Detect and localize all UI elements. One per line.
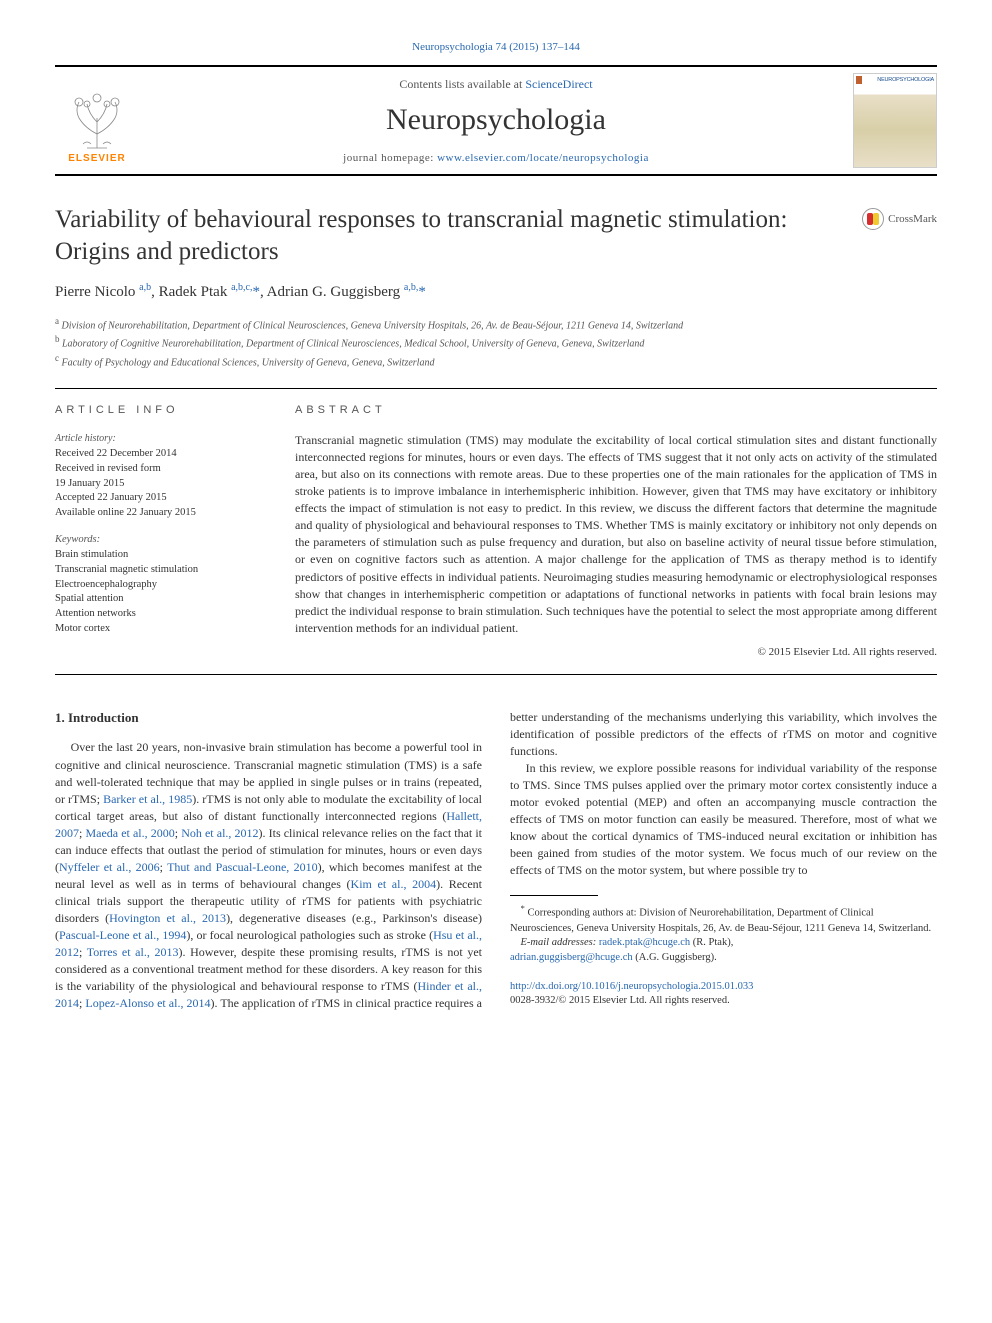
text: ; [79,945,87,959]
keyword: Electroencephalography [55,578,257,593]
issn-copyright: 0028-3932/© 2015 Elsevier Ltd. All right… [510,994,937,1009]
crossmark-icon [862,208,884,230]
keyword: Transcranial magnetic stimulation [55,563,257,578]
history-label: Article history: [55,432,257,446]
author-2: Radek Ptak [159,284,232,300]
author-3-corr[interactable]: * [418,284,426,300]
history-received: Received 22 December 2014 [55,447,257,462]
doi-block: http://dx.doi.org/10.1016/j.neuropsychol… [510,980,937,1009]
email-who-2: (A.G. Guggisberg). [633,952,717,963]
abstract-label: ABSTRACT [295,403,937,418]
citation-link[interactable]: Thut and Pascual-Leone, 2010 [167,860,318,874]
contents-prefix: Contents lists available at [399,77,525,91]
corr-sup: * [521,903,525,913]
history-revised-a: Received in revised form [55,462,257,477]
footnote-rule [510,895,598,896]
crossmark-badge[interactable]: CrossMark [862,208,937,230]
email-label: E-mail addresses: [521,937,599,948]
homepage-prefix: journal homepage: [343,152,437,164]
journal-cover-thumbnail: NEUROPSYCHOLOGIA [853,73,937,168]
author-2-aff[interactable]: a,b,c, [231,282,252,293]
email-link-1[interactable]: radek.ptak@hcuge.ch [599,937,690,948]
citation-link[interactable]: Kim et al., 2004 [351,877,437,891]
journal-name: Neuropsychologia [139,99,853,141]
rule [55,674,937,675]
elsevier-wordmark: ELSEVIER [68,152,125,166]
intro-paragraph-2: In this review, we explore possible reas… [510,760,937,879]
cover-title: NEUROPSYCHOLOGIA [877,77,934,85]
history-accepted: Accepted 22 January 2015 [55,491,257,506]
sciencedirect-link[interactable]: ScienceDirect [525,77,592,91]
author-list: Pierre Nicolo a,b, Radek Ptak a,b,c,*, A… [55,281,937,303]
author-1-aff[interactable]: a,b [139,282,151,293]
keywords-label: Keywords: [55,533,257,548]
affiliation-b: Laboratory of Cognitive Neurorehabilitat… [62,339,644,350]
affiliation-c: Faculty of Psychology and Educational Sc… [62,357,435,368]
citation-link[interactable]: Maeda et al., 2000 [85,826,174,840]
author-1: Pierre Nicolo [55,284,139,300]
rule [55,388,937,389]
email-who-1: (R. Ptak), [690,937,733,948]
sep: , [151,284,159,300]
footnotes: * Corresponding authors at: Division of … [510,902,937,965]
article-info-column: ARTICLE INFO Article history: Received 2… [55,403,257,660]
keyword: Motor cortex [55,622,257,637]
article-title: Variability of behavioural responses to … [55,204,937,267]
citation-link[interactable]: Pascual-Leone et al., 1994 [59,928,186,942]
journal-header: ELSEVIER Contents lists available at Sci… [55,65,937,176]
citation-link[interactable]: Torres et al., 2013 [87,945,179,959]
sep: , [260,284,267,300]
cover-icon [856,76,862,84]
citation-link[interactable]: Hovington et al., 2013 [109,911,226,925]
elsevier-tree-icon [65,88,129,150]
contents-available-line: Contents lists available at ScienceDirec… [139,76,853,93]
corresponding-note: Corresponding authors at: Division of Ne… [510,908,931,934]
email-link-2[interactable]: adrian.guggisberg@hcuge.ch [510,952,633,963]
abstract-copyright: © 2015 Elsevier Ltd. All rights reserved… [295,645,937,660]
crossmark-label: CrossMark [888,212,937,227]
citation-link[interactable]: Nyffeler et al., 2006 [59,860,160,874]
article-info-label: ARTICLE INFO [55,403,257,418]
keyword: Attention networks [55,607,257,622]
abstract-text: Transcranial magnetic stimulation (TMS) … [295,432,937,636]
citation-link[interactable]: Noh et al., 2012 [181,826,258,840]
citation-link[interactable]: Barker et al., 1985 [103,792,192,806]
history-revised-b: 19 January 2015 [55,477,257,492]
journal-reference: Neuropsychologia 74 (2015) 137–144 [55,40,937,55]
citation-link[interactable]: Lopez-Alonso et al., 2014 [85,996,210,1010]
keyword: Brain stimulation [55,548,257,563]
keyword: Spatial attention [55,592,257,607]
article-body: 1. Introduction Over the last 20 years, … [55,709,937,1012]
doi-link[interactable]: http://dx.doi.org/10.1016/j.neuropsychol… [510,981,753,992]
affiliations: a Division of Neurorehabilitation, Depar… [55,315,937,370]
history-online: Available online 22 January 2015 [55,506,257,521]
author-2-corr[interactable]: * [252,284,260,300]
author-3-aff[interactable]: a,b, [404,282,418,293]
abstract-column: ABSTRACT Transcranial magnetic stimulati… [295,403,937,660]
text: ; [160,860,167,874]
affiliation-a: Division of Neurorehabilitation, Departm… [62,320,684,331]
elsevier-logo: ELSEVIER [55,76,139,166]
text: ), or focal neurological pathologies suc… [186,928,433,942]
intro-heading: 1. Introduction [55,709,482,727]
author-3: Adrian G. Guggisberg [267,284,404,300]
homepage-line: journal homepage: www.elsevier.com/locat… [139,151,853,166]
homepage-link[interactable]: www.elsevier.com/locate/neuropsychologia [437,152,649,164]
